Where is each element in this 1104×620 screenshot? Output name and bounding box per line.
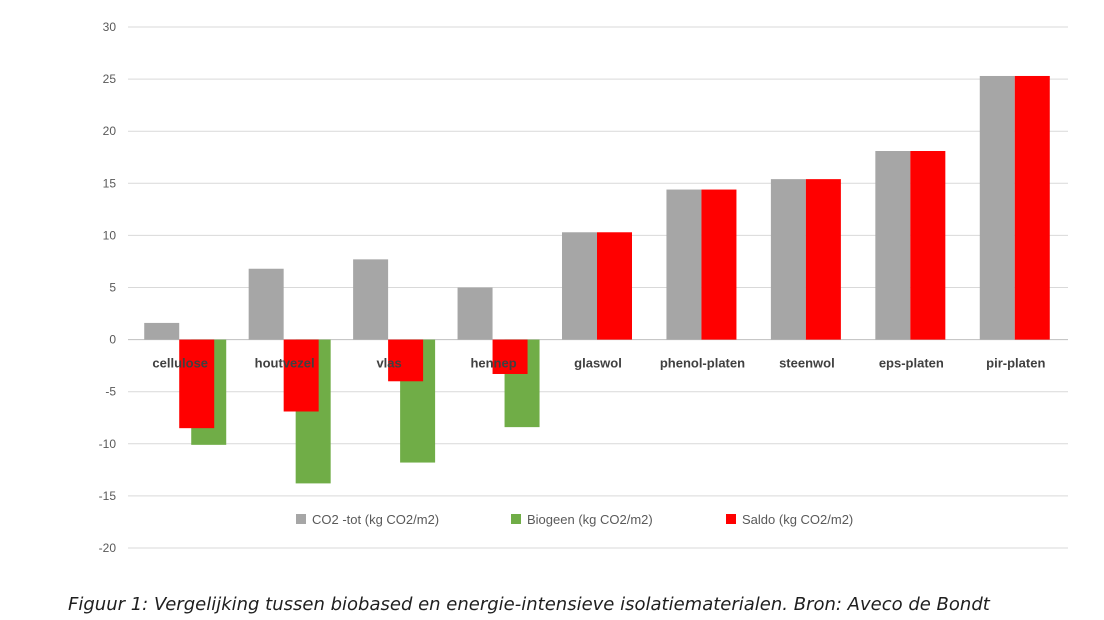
y-tick-label: -5 — [105, 385, 116, 399]
bars — [144, 75, 1050, 484]
legend-label: CO2 -tot (kg CO2/m2) — [312, 512, 439, 527]
legend-label: Biogeen (kg CO2/m2) — [527, 512, 653, 527]
category-label: eps-platen — [879, 356, 944, 371]
category-label: cellulose — [152, 356, 208, 371]
bar-saldo — [910, 150, 946, 340]
bar-co2-tot — [770, 179, 806, 340]
bar-co2-tot — [353, 259, 389, 340]
y-tick-label: -15 — [99, 489, 117, 503]
bar-co2-tot — [979, 75, 1015, 340]
y-tick-label: 25 — [103, 72, 117, 86]
y-tick-label: 30 — [103, 20, 117, 34]
bar-co2-tot — [562, 232, 597, 340]
y-axis-ticks: 30 25 20 15 10 5 0 -5 -10 -15 -20 — [99, 20, 117, 555]
y-tick-label: -10 — [99, 437, 117, 451]
category-label: hennep — [470, 356, 516, 371]
figure-caption: Figuur 1: Vergelijking tussen biobased e… — [68, 594, 990, 615]
category-label: phenol-platen — [660, 356, 745, 371]
bar-co2-tot — [666, 189, 702, 340]
bar-co2-tot — [248, 268, 284, 340]
legend-swatch — [511, 514, 521, 524]
y-tick-label: 20 — [103, 124, 117, 138]
y-tick-label: 0 — [109, 333, 116, 347]
bar-co2-tot — [875, 150, 911, 340]
legend-swatch — [296, 514, 306, 524]
y-tick-label: 10 — [103, 228, 117, 242]
bar-saldo — [492, 339, 528, 374]
y-tick-label: 5 — [109, 281, 116, 295]
bar-co2-tot — [144, 322, 180, 340]
y-tick-label: 15 — [103, 176, 117, 190]
category-labels: cellulose houtvezel vlas hennep glaswol pheno… — [152, 356, 1045, 371]
legend: CO2 -tot (kg CO2/m2) Biogeen (kg CO2/m2) S… — [296, 512, 853, 527]
bar-saldo — [701, 189, 737, 340]
category-label: vlas — [376, 356, 401, 371]
category-label: glaswol — [574, 356, 622, 371]
bar-saldo — [283, 339, 319, 412]
legend-swatch — [726, 514, 736, 524]
legend-label: Saldo (kg CO2/m2) — [742, 512, 853, 527]
bar-saldo — [1014, 75, 1050, 340]
bar-saldo — [597, 232, 632, 340]
bar-chart: 30 25 20 15 10 5 0 -5 -10 -15 -20 cellulose houtvez… — [99, 20, 1068, 555]
category-label: steenwol — [779, 356, 835, 371]
bar-saldo — [388, 339, 424, 382]
category-label: pir-platen — [986, 356, 1045, 371]
category-label: houtvezel — [255, 356, 315, 371]
bar-co2-tot — [457, 287, 493, 340]
bar-saldo — [179, 339, 215, 429]
y-tick-label: -20 — [99, 541, 117, 555]
bar-saldo — [805, 179, 841, 340]
